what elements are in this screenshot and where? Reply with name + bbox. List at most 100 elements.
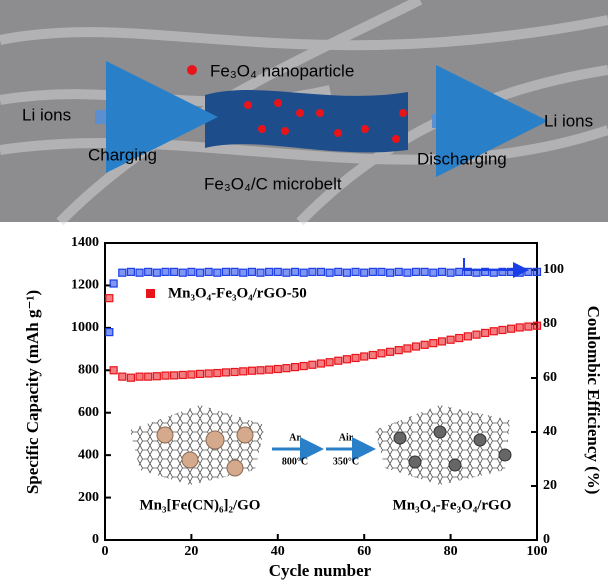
y2-axis-title: Coulombic Efficiency (%) [584,306,603,495]
marker [188,268,195,275]
marker [438,338,445,345]
marker [197,370,204,377]
marker [248,268,255,275]
x-tick-label: 80 [444,544,458,559]
marker [214,269,221,276]
marker [205,370,212,377]
marker [240,368,247,375]
y2-tick-label: 40 [543,424,557,439]
marker [499,326,506,333]
label: Charging [88,145,157,164]
marker [404,345,411,352]
marker [464,268,471,275]
marker [456,335,463,342]
marker [106,295,113,302]
marker [274,268,281,275]
marker [110,367,117,374]
marker [534,268,541,275]
y-axis-title: Specific Capacity (mAh g⁻¹) [23,290,42,494]
marker [335,357,342,364]
marker [127,374,134,381]
marker [153,269,160,276]
marker [106,329,113,336]
marker [508,268,515,275]
y2-tick-label: 60 [543,370,557,385]
axis-arrow [464,258,525,270]
marker [335,268,342,275]
page: {"diagram": {"nanoparticle_label": "Fe₃O… [0,0,608,580]
marker [343,269,350,276]
annotation: Ar [289,432,301,443]
marker [266,366,273,373]
marker [127,268,134,275]
marker [162,268,169,275]
marker [188,371,195,378]
marker [136,373,143,380]
inset: Ar 800°C Air 350°C Mn₃[Fe(CN)₆]₂/GO Mn₃O… [130,405,511,513]
annotation: 350°C [333,456,359,467]
marker [413,268,420,275]
y2-tick-label: 80 [543,316,557,331]
marker [421,268,428,275]
marker [309,361,316,368]
marker [292,364,299,371]
y2-tick-label: 20 [543,478,557,493]
y-tick-label: 1000 [71,320,99,335]
legend-marker [146,289,155,298]
marker [361,353,368,360]
marker [292,268,299,275]
marker [309,268,316,275]
label: Li ions [22,105,71,124]
marker [516,324,523,331]
marker [473,269,480,276]
marker [473,331,480,338]
marker [387,348,394,355]
marker [266,268,273,275]
marker [326,359,333,366]
marker [378,350,385,357]
marker [499,268,506,275]
marker [447,269,454,276]
marker [214,370,221,377]
marker [171,372,178,379]
marker [482,329,489,336]
marker [119,373,126,380]
y-tick-label: 600 [78,405,99,420]
annotation: Mn₃[Fe(CN)₆]₂/GO [140,497,261,513]
marker [326,269,333,276]
y-tick-label: 1400 [71,235,99,250]
marker [274,366,281,373]
annotation: Air [339,432,354,443]
marker [413,343,420,350]
marker [318,268,325,275]
marker [231,368,238,375]
microbelt [205,90,408,152]
marker [136,269,143,276]
marker [352,268,359,275]
marker [145,373,152,380]
y-tick-label: 0 [92,532,99,547]
marker [162,372,169,379]
marker [464,333,471,340]
marker [248,367,255,374]
marker [231,268,238,275]
marker [447,336,454,343]
marker [404,269,411,276]
marker [110,280,117,287]
marker [343,356,350,363]
marker [490,328,497,335]
x-axis-title: Cycle number [269,561,372,580]
marker [179,371,186,378]
x-tick-label: 0 [102,544,109,559]
marker [482,268,489,275]
y-tick-label: 1200 [71,278,99,293]
x-tick-label: 60 [357,544,371,559]
legend-label: Mn₃O₄-Fe₃O₄/rGO-50 [168,285,307,301]
marker [525,323,532,330]
x-tick-label: 20 [184,544,198,559]
marker [534,322,541,329]
marker [179,269,186,276]
graphene [375,405,510,485]
marker [421,341,428,348]
marker [222,369,229,376]
